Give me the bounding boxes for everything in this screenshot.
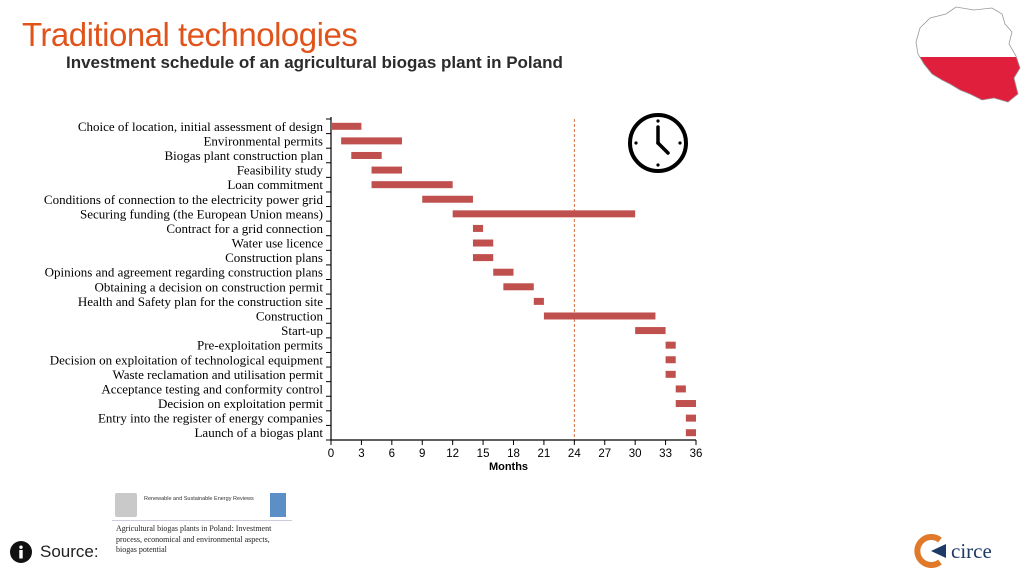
task-bar [685,429,696,437]
task-label: Securing funding (the European Union mea… [80,206,323,221]
page-title: Traditional technologies [22,16,358,53]
task-label: Pre-exploitation permits [197,338,323,353]
task-bar [371,166,402,174]
x-tick-label: 36 [690,448,703,460]
task-bar [341,137,402,145]
source-row: Source: [10,541,99,563]
task-bar [665,356,676,364]
journal-meta [148,505,149,509]
task-label: Feasibility study [237,163,324,178]
task-bar [543,312,656,320]
task-label: Choice of location, initial assessment o… [78,119,324,134]
x-tick-label: 33 [659,448,672,460]
task-label: Water use licence [232,236,324,251]
paper-authors [116,560,292,564]
clock-icon [628,113,688,173]
paper-title: Agricultural biogas plants in Poland: In… [116,524,272,554]
task-label: Construction [256,308,324,323]
task-bar [371,181,453,189]
poland-map-icon [915,6,1021,103]
task-bar [422,195,473,203]
task-label: Acceptance testing and conformity contro… [101,381,323,396]
elsevier-logo-icon [115,493,137,517]
task-label: Entry into the register of energy compan… [98,411,323,426]
task-bar [665,341,676,349]
x-tick-label: 9 [419,448,425,460]
x-tick-label: 27 [598,448,611,460]
task-bar [493,268,514,276]
x-tick-label: 18 [507,448,520,460]
journal-name: Renewable and Sustainable Energy Reviews [144,496,254,502]
source-paper-thumbnail[interactable]: Renewable and Sustainable Energy Reviews… [112,490,292,570]
x-tick-label: 0 [328,448,334,460]
task-label: Waste reclamation and utilisation permit [112,367,323,382]
x-tick-label: 15 [477,448,490,460]
task-label: Decision on exploitation permit [158,396,323,411]
task-label: Obtaining a decision on construction per… [94,279,323,294]
x-tick-label: 3 [358,448,364,460]
task-label: Start-up [281,323,323,338]
task-bar [472,239,494,247]
x-tick-label: 21 [538,448,551,460]
chart-subtitle: Investment schedule of an agricultural b… [66,53,563,72]
task-label: Health and Safety plan for the construct… [78,294,323,309]
task-label: Contract for a grid connection [166,221,323,236]
task-label: Environmental permits [203,133,323,148]
x-tick-label: 30 [629,448,642,460]
task-label: Opinions and agreement regarding constru… [45,265,323,280]
task-bar [685,414,696,422]
task-bar [635,327,666,335]
task-bar [331,122,362,130]
task-bar [665,370,676,378]
x-tick-label: 12 [446,448,459,460]
task-bar [351,151,382,159]
task-bar [533,297,544,305]
circe-logo: circe [914,534,992,568]
x-tick-label: 24 [568,448,581,460]
task-bar [472,254,494,262]
task-label: Loan commitment [227,177,323,192]
source-label: Source: [40,542,99,561]
task-bar [503,283,534,291]
circe-logo-icon [914,534,946,568]
circe-logo-text: circe [951,538,992,563]
journal-header: Renewable and Sustainable Energy Reviews [112,490,292,521]
task-label: Conditions of connection to the electric… [44,192,324,207]
task-bar [452,210,636,218]
task-bar [472,224,484,232]
task-label: Construction plans [225,250,323,265]
info-icon [10,541,32,563]
task-label: Decision on exploitation of technologica… [50,352,324,367]
x-axis-title: Months [489,461,528,473]
task-label: Launch of a biogas plant [194,425,323,440]
x-tick-label: 6 [389,448,395,460]
task-bar [675,385,686,393]
journal-cover-icon [270,493,286,517]
task-label: Biogas plant construction plan [164,148,323,163]
task-bar [675,400,696,408]
